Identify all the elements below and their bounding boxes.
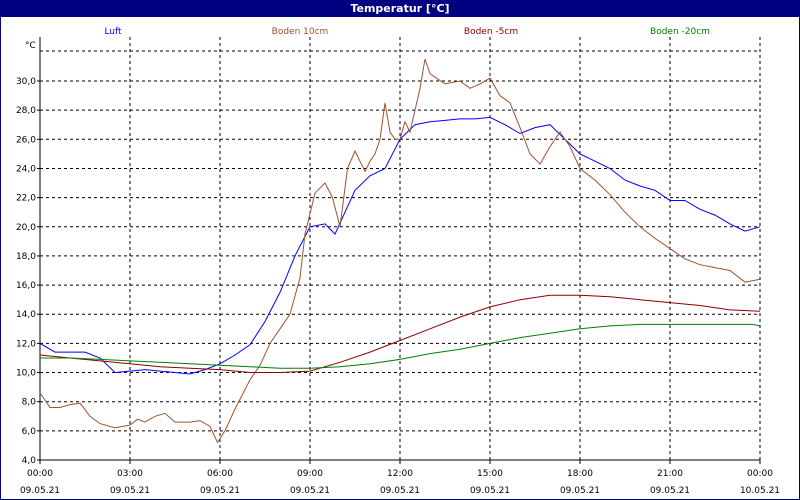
x-tick-time: 03:00 <box>117 469 143 479</box>
y-tick-label: 4,0 <box>22 456 37 466</box>
x-tick-date: 09.05.21 <box>110 486 150 496</box>
legend: Luft Boden 10cm Boden -5cm Boden -20cm <box>104 27 710 37</box>
y-tick-label: 24,0 <box>16 164 36 174</box>
x-tick-time: 12:00 <box>387 469 413 479</box>
y-tick-label: 10,0 <box>16 369 36 379</box>
x-axis-ticks: 00:00 09.05.21 03:00 09.05.21 06:00 09.05.21 0… <box>20 469 780 496</box>
x-tick-date: 09.05.21 <box>290 486 330 496</box>
window-title: Temperatur [°C] <box>0 0 800 17</box>
y-axis-label: °C <box>25 41 36 51</box>
axes <box>37 37 761 464</box>
y-tick-label: 6,0 <box>22 427 37 437</box>
legend-entry: Boden -20cm <box>650 27 710 37</box>
x-tick-date: 09.05.21 <box>560 486 600 496</box>
y-tick-label: 12,0 <box>16 339 36 349</box>
series-line-boden-10cm <box>39 58 761 444</box>
y-tick-label: 22,0 <box>16 194 36 204</box>
legend-entry: Boden 10cm <box>272 27 329 37</box>
x-tick-date: 09.05.21 <box>380 486 420 496</box>
x-tick-date: 09.05.21 <box>20 486 60 496</box>
y-tick-label: 30,0 <box>16 77 36 87</box>
x-tick-date: 09.05.21 <box>650 486 690 496</box>
y-tick-label: 18,0 <box>16 252 36 262</box>
x-tick-date: 09.05.21 <box>200 486 240 496</box>
series-line-boden-20cm <box>40 323 761 369</box>
x-tick-time: 09:00 <box>297 469 323 479</box>
y-axis-ticks: °C 4,0 6,0 8,0 10,0 12,0 14,0 16,0 18,0 20,0 22,0 2… <box>16 41 36 466</box>
y-tick-label: 16,0 <box>16 281 36 291</box>
x-tick-time: 18:00 <box>567 469 593 479</box>
x-tick-date: 09.05.21 <box>470 486 510 496</box>
x-tick-date: 10.05.21 <box>740 486 780 496</box>
legend-entry: Luft <box>104 27 122 37</box>
y-tick-label: 14,0 <box>16 310 36 320</box>
series-line-boden-5cm <box>39 294 761 373</box>
y-tick-label: 20,0 <box>16 223 36 233</box>
grid <box>40 37 761 460</box>
x-tick-time: 21:00 <box>657 469 683 479</box>
y-tick-label: 28,0 <box>16 106 36 116</box>
x-tick-time: 00:00 <box>27 469 53 479</box>
legend-entry: Boden -5cm <box>464 27 518 37</box>
x-tick-time: 15:00 <box>477 469 503 479</box>
x-tick-time: 00:00 <box>747 469 773 479</box>
series-lines <box>39 58 761 444</box>
series-line-luft <box>39 116 761 375</box>
y-tick-label: 26,0 <box>16 135 36 145</box>
x-tick-time: 06:00 <box>207 469 233 479</box>
y-tick-label: 8,0 <box>22 398 37 408</box>
